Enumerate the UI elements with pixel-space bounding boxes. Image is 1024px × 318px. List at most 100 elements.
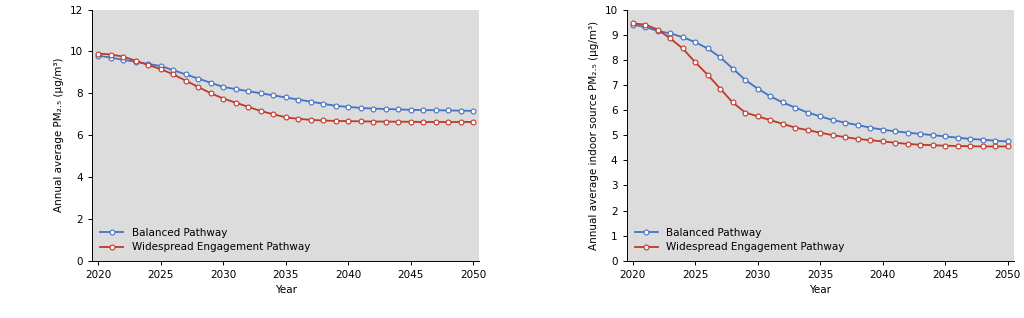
Widespread Engagement Pathway xyxy=(429,120,441,124)
Widespread Engagement Pathway xyxy=(1001,145,1014,149)
Widespread Engagement Pathway xyxy=(442,120,455,124)
Balanced Pathway xyxy=(639,25,651,29)
X-axis label: Year: Year xyxy=(274,285,297,295)
Balanced Pathway xyxy=(977,138,989,142)
Widespread Engagement Pathway xyxy=(627,21,639,25)
Widespread Engagement Pathway xyxy=(964,144,976,148)
Balanced Pathway xyxy=(255,91,267,95)
Balanced Pathway xyxy=(826,118,839,122)
Widespread Engagement Pathway xyxy=(92,52,104,55)
Balanced Pathway xyxy=(727,67,739,71)
Balanced Pathway xyxy=(776,100,788,104)
Balanced Pathway xyxy=(864,126,877,129)
Balanced Pathway xyxy=(217,85,229,89)
Widespread Engagement Pathway xyxy=(292,117,304,121)
Widespread Engagement Pathway xyxy=(242,105,254,109)
Balanced Pathway xyxy=(167,68,179,72)
Widespread Engagement Pathway xyxy=(342,119,354,123)
Balanced Pathway xyxy=(354,106,367,110)
Balanced Pathway xyxy=(951,136,964,140)
Widespread Engagement Pathway xyxy=(864,138,877,142)
Widespread Engagement Pathway xyxy=(739,111,752,114)
Widespread Engagement Pathway xyxy=(367,120,379,123)
Widespread Engagement Pathway xyxy=(167,73,179,76)
Widespread Engagement Pathway xyxy=(142,63,155,67)
Widespread Engagement Pathway xyxy=(714,87,726,91)
Balanced Pathway xyxy=(193,77,205,80)
Widespread Engagement Pathway xyxy=(155,67,167,71)
Widespread Engagement Pathway xyxy=(280,115,292,119)
Widespread Engagement Pathway xyxy=(217,97,229,100)
Balanced Pathway xyxy=(989,139,1001,142)
Balanced Pathway xyxy=(367,107,379,110)
Balanced Pathway xyxy=(627,23,639,26)
Balanced Pathway xyxy=(342,105,354,109)
Balanced Pathway xyxy=(739,78,752,82)
Widespread Engagement Pathway xyxy=(455,120,467,124)
Balanced Pathway xyxy=(155,64,167,68)
Widespread Engagement Pathway xyxy=(304,118,316,122)
Widespread Engagement Pathway xyxy=(380,120,392,123)
Balanced Pathway xyxy=(179,73,191,76)
Balanced Pathway xyxy=(889,129,901,133)
Balanced Pathway xyxy=(939,135,951,138)
Widespread Engagement Pathway xyxy=(317,119,330,122)
Line: Balanced Pathway: Balanced Pathway xyxy=(631,22,1010,144)
Widespread Engagement Pathway xyxy=(752,114,764,118)
Legend: Balanced Pathway, Widespread Engagement Pathway: Balanced Pathway, Widespread Engagement … xyxy=(97,225,313,256)
Balanced Pathway xyxy=(404,108,417,112)
Balanced Pathway xyxy=(117,58,129,62)
Widespread Engagement Pathway xyxy=(205,91,217,95)
Line: Widespread Engagement Pathway: Widespread Engagement Pathway xyxy=(631,21,1010,149)
Balanced Pathway xyxy=(104,56,117,59)
Line: Balanced Pathway: Balanced Pathway xyxy=(96,53,475,113)
Widespread Engagement Pathway xyxy=(914,143,927,147)
Widespread Engagement Pathway xyxy=(229,101,242,105)
Widespread Engagement Pathway xyxy=(776,122,788,126)
Balanced Pathway xyxy=(242,89,254,93)
Balanced Pathway xyxy=(689,40,701,44)
Balanced Pathway xyxy=(417,108,429,112)
Balanced Pathway xyxy=(429,108,441,112)
Balanced Pathway xyxy=(964,137,976,141)
Widespread Engagement Pathway xyxy=(639,23,651,26)
Widespread Engagement Pathway xyxy=(417,120,429,124)
Widespread Engagement Pathway xyxy=(354,120,367,123)
Widespread Engagement Pathway xyxy=(117,55,129,59)
Widespread Engagement Pathway xyxy=(651,28,664,31)
Widespread Engagement Pathway xyxy=(977,145,989,149)
Widespread Engagement Pathway xyxy=(802,128,814,132)
Widespread Engagement Pathway xyxy=(193,85,205,89)
Balanced Pathway xyxy=(442,108,455,112)
Widespread Engagement Pathway xyxy=(889,141,901,145)
Widespread Engagement Pathway xyxy=(467,120,479,124)
Widespread Engagement Pathway xyxy=(404,120,417,124)
Balanced Pathway xyxy=(839,121,851,125)
Balanced Pathway xyxy=(814,114,826,118)
Widespread Engagement Pathway xyxy=(179,79,191,83)
Y-axis label: Annual average indoor source PM₂.₅ (μg/m³): Annual average indoor source PM₂.₅ (μg/m… xyxy=(589,21,599,250)
Widespread Engagement Pathway xyxy=(330,119,342,123)
Balanced Pathway xyxy=(852,123,864,127)
Balanced Pathway xyxy=(455,109,467,113)
Widespread Engagement Pathway xyxy=(939,144,951,148)
Widespread Engagement Pathway xyxy=(392,120,404,124)
Line: Widespread Engagement Pathway: Widespread Engagement Pathway xyxy=(96,51,475,124)
Widespread Engagement Pathway xyxy=(989,145,1001,149)
Balanced Pathway xyxy=(665,31,677,35)
Widespread Engagement Pathway xyxy=(839,135,851,139)
Balanced Pathway xyxy=(304,100,316,104)
Widespread Engagement Pathway xyxy=(130,59,142,63)
Widespread Engagement Pathway xyxy=(665,37,677,40)
Widespread Engagement Pathway xyxy=(901,142,913,146)
Widespread Engagement Pathway xyxy=(852,137,864,141)
Balanced Pathway xyxy=(914,132,927,136)
Y-axis label: Annual average PM₂.₅ (μg/m³): Annual average PM₂.₅ (μg/m³) xyxy=(54,58,65,212)
Widespread Engagement Pathway xyxy=(104,53,117,57)
Widespread Engagement Pathway xyxy=(927,143,939,147)
Balanced Pathway xyxy=(317,102,330,106)
Balanced Pathway xyxy=(752,87,764,91)
Balanced Pathway xyxy=(1001,140,1014,143)
Balanced Pathway xyxy=(701,46,714,50)
Balanced Pathway xyxy=(292,98,304,101)
